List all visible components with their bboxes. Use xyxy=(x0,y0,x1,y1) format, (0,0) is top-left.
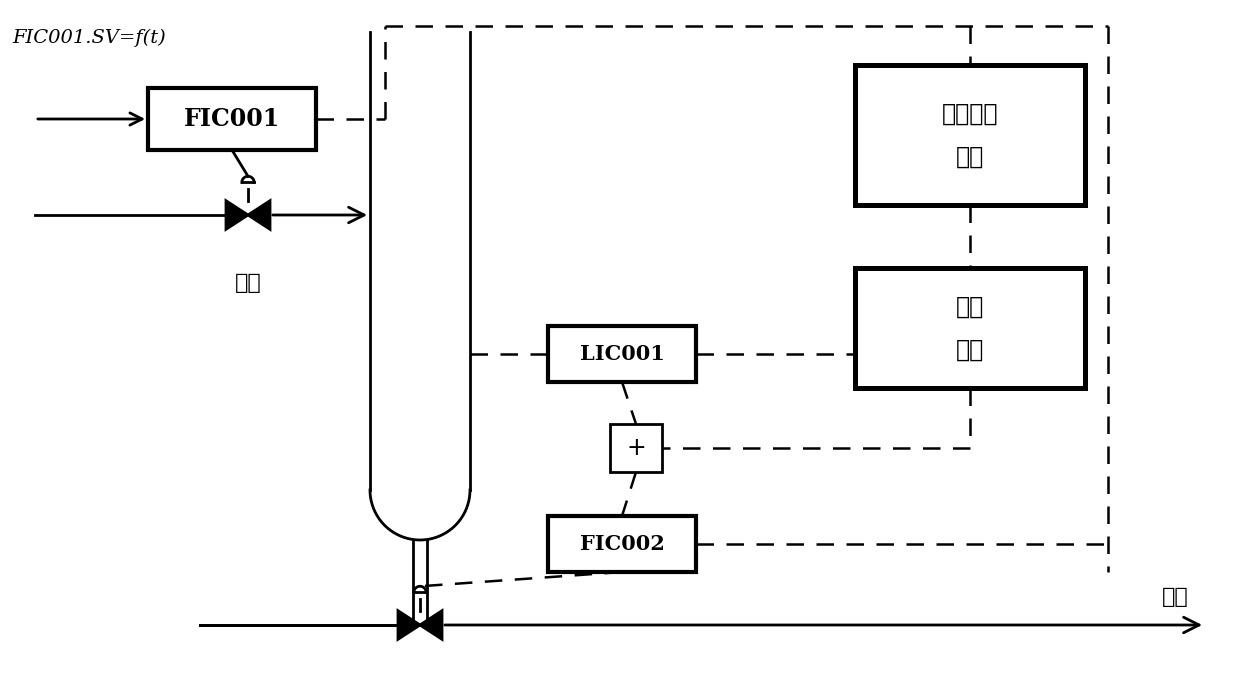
Polygon shape xyxy=(248,201,270,229)
Text: FIC001: FIC001 xyxy=(184,107,280,131)
Text: +: + xyxy=(626,436,646,460)
Polygon shape xyxy=(420,611,441,639)
Bar xyxy=(148,88,316,150)
Text: 滤波
模块: 滤波 模块 xyxy=(956,294,985,361)
Bar xyxy=(548,326,696,382)
Bar xyxy=(610,424,662,472)
Text: LIC001: LIC001 xyxy=(579,344,665,364)
Text: FIC001.SV=f(t): FIC001.SV=f(t) xyxy=(12,29,166,47)
Text: 补偶运算
模块: 补偶运算 模块 xyxy=(941,102,998,169)
Text: 出料: 出料 xyxy=(1162,587,1188,607)
Bar xyxy=(856,268,1085,388)
Bar xyxy=(548,516,696,572)
Bar xyxy=(856,65,1085,205)
Polygon shape xyxy=(226,201,248,229)
Polygon shape xyxy=(398,611,420,639)
Text: FIC002: FIC002 xyxy=(579,534,665,554)
Text: 进料: 进料 xyxy=(234,273,262,294)
